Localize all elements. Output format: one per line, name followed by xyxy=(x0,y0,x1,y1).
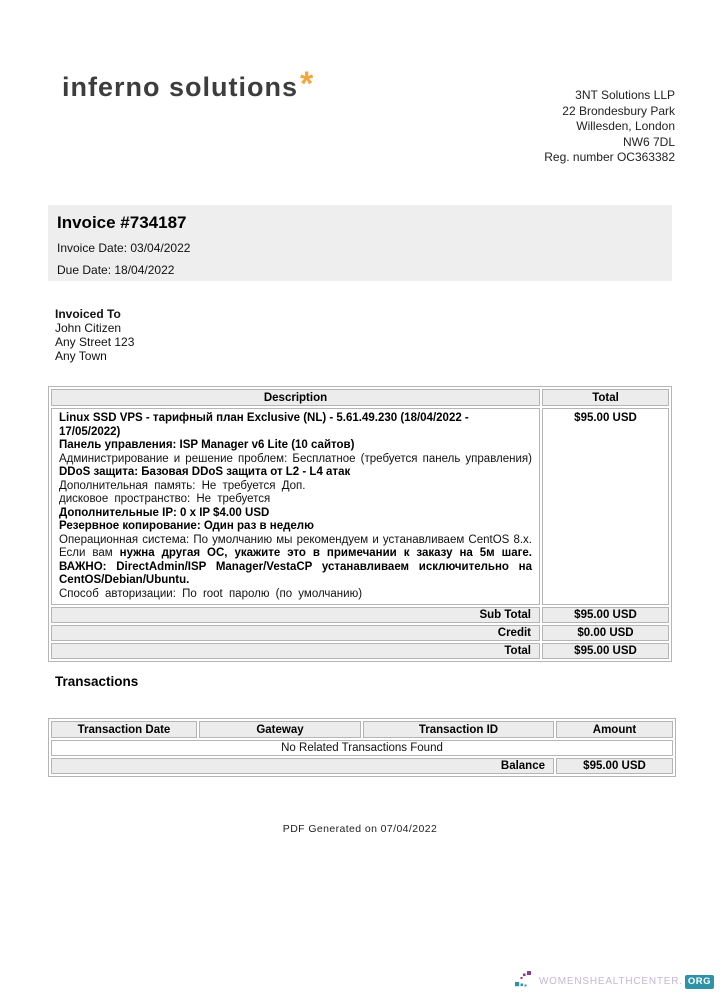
credit-row: Credit $0.00 USD xyxy=(51,625,669,641)
amount-column-header: Amount xyxy=(556,721,673,738)
watermark-tld-badge: ORG xyxy=(684,974,714,989)
credit-value: $0.00 USD xyxy=(542,625,669,641)
subtotal-value: $95.00 USD xyxy=(542,607,669,623)
invoice-header-panel: Invoice #734187 Invoice Date: 03/04/2022… xyxy=(48,205,672,281)
transaction-date-column-header: Transaction Date xyxy=(51,721,197,738)
customer-street: Any Street 123 xyxy=(55,335,135,349)
no-transactions-message: No Related Transactions Found xyxy=(51,740,673,756)
total-value: $95.00 USD xyxy=(542,643,669,659)
company-address-line: 3NT Solutions LLP xyxy=(575,88,675,102)
gateway-column-header: Gateway xyxy=(199,721,361,738)
description-column-header: Description xyxy=(51,389,540,406)
invoice-number-title: Invoice #734187 xyxy=(57,213,187,232)
invoice-items-table: Description Total Linux SSD VPS - тарифн… xyxy=(48,386,672,662)
due-date: Due Date: 18/04/2022 xyxy=(57,263,175,277)
invoiced-to-heading: Invoiced To xyxy=(55,307,121,321)
logo-star-icon: * xyxy=(300,65,314,103)
invoice-date: Invoice Date: 03/04/2022 xyxy=(57,241,191,255)
company-address-line: NW6 7DL xyxy=(622,134,675,149)
no-transactions-row: No Related Transactions Found xyxy=(51,740,673,756)
customer-town: Any Town xyxy=(55,349,107,363)
subtotal-row: Sub Total $95.00 USD xyxy=(51,607,669,623)
invoiced-to-block: Invoiced To John Citizen Any Street 123 … xyxy=(55,307,134,363)
total-column-header: Total xyxy=(542,389,669,406)
transactions-table: Transaction Date Gateway Transaction ID … xyxy=(48,718,676,777)
watermark: WOMENSHEALTHCENTER. ORG xyxy=(514,970,714,993)
credit-label: Credit xyxy=(51,625,540,641)
total-row: Total $95.00 USD xyxy=(51,643,669,659)
company-registration-number: Reg. number OC363382 xyxy=(544,150,675,164)
customer-name: John Citizen xyxy=(55,321,122,335)
company-address-line: Willesden, London xyxy=(576,119,675,133)
transaction-id-column-header: Transaction ID xyxy=(363,721,554,738)
logo-text: inferno solutions xyxy=(62,72,298,102)
total-label: Total xyxy=(51,643,540,659)
invoice-item-row: Linux SSD VPS - тарифный план Exclusive … xyxy=(51,408,669,605)
pdf-generated-note: PDF Generated on 07/04/2022 xyxy=(282,823,438,835)
invoice-table-header-row: Description Total xyxy=(51,389,669,406)
balance-row: Balance $95.00 USD xyxy=(51,758,673,774)
watermark-dots-icon xyxy=(514,970,536,993)
invoice-item-total: $95.00 USD xyxy=(542,408,669,605)
watermark-site-text: WOMENSHEALTHCENTER. xyxy=(538,976,683,987)
company-logo: inferno solutions * xyxy=(62,65,314,103)
subtotal-label: Sub Total xyxy=(51,607,540,623)
balance-label: Balance xyxy=(51,758,554,774)
company-address-line: 22 Brondesbury Park xyxy=(562,103,675,118)
transactions-heading: Transactions xyxy=(55,674,139,689)
balance-value: $95.00 USD xyxy=(556,758,673,774)
transactions-header-row: Transaction Date Gateway Transaction ID … xyxy=(51,721,673,738)
company-address: 3NT Solutions LLP 22 Brondesbury Park Wi… xyxy=(544,88,675,166)
invoice-item-description: Linux SSD VPS - тарифный план Exclusive … xyxy=(51,408,540,605)
